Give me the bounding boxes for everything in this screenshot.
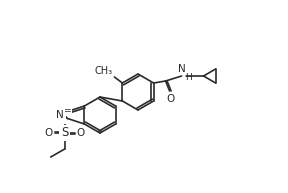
Text: O: O	[77, 128, 85, 138]
Text: O: O	[166, 94, 175, 104]
Text: S: S	[61, 126, 69, 140]
Text: CH₃: CH₃	[94, 66, 112, 76]
Text: O: O	[44, 128, 53, 138]
Text: N: N	[56, 110, 64, 120]
Text: H: H	[185, 74, 192, 82]
Text: N: N	[178, 64, 185, 74]
Text: =: =	[64, 106, 71, 115]
Text: N: N	[58, 113, 65, 124]
